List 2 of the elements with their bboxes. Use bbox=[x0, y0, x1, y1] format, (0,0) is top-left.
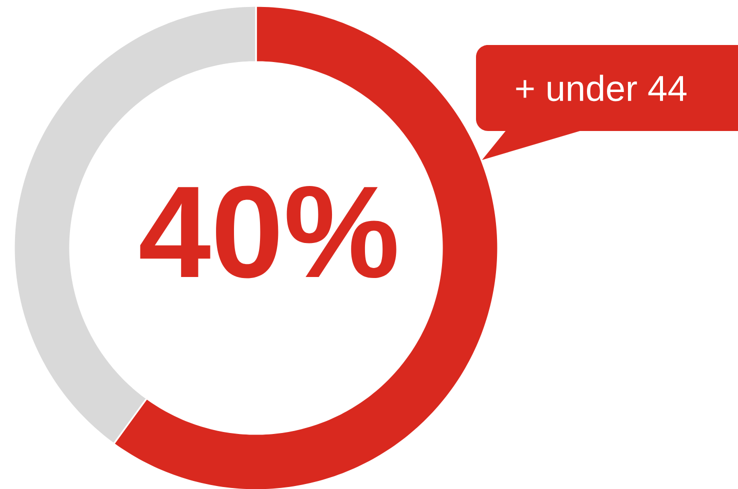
text: 40% bbox=[140, 186, 396, 278]
text: + under 44 bbox=[516, 74, 686, 102]
